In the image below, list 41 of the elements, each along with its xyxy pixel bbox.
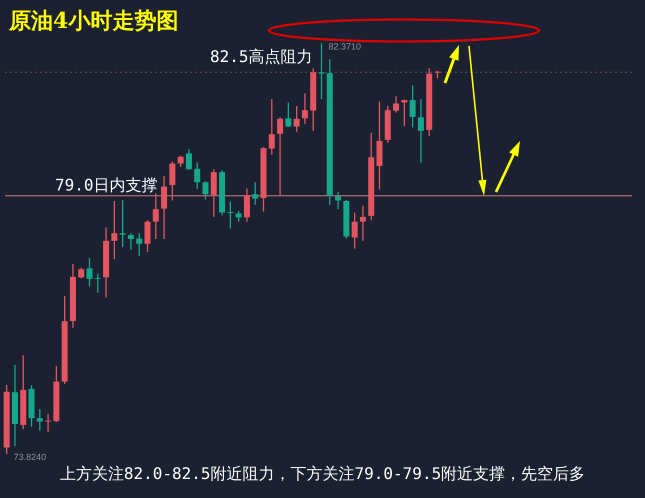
candlestick	[302, 92, 308, 125]
candlestick	[169, 160, 176, 202]
text: 上方关注82.0-82.5附近阻力，下方关注79.0-79.5附近支撑，先空后多	[60, 464, 586, 483]
candlestick	[86, 258, 93, 288]
candlestick	[202, 180, 209, 200]
candlestick	[335, 191, 342, 210]
candlestick	[144, 220, 151, 253]
candlestick	[352, 212, 358, 250]
candlestick	[268, 98, 275, 156]
candlestick	[401, 98, 408, 127]
candlestick	[178, 155, 184, 168]
candlestick	[186, 148, 192, 170]
annotation: 82.5高点阻力	[210, 47, 313, 66]
candlestick	[318, 42, 324, 100]
candlestick	[94, 272, 101, 294]
candlestick	[128, 232, 134, 251]
candlestick	[227, 200, 234, 230]
candlestick	[120, 199, 126, 248]
candlestick	[285, 102, 292, 128]
candlestick	[36, 408, 43, 432]
ref-line-label: 79.0日内支撑	[55, 176, 158, 195]
candlestick	[78, 267, 84, 280]
candlestick	[410, 84, 416, 128]
candlestick	[152, 192, 159, 240]
candlestick	[210, 168, 217, 218]
annotation: 82.3710	[328, 41, 362, 52]
candlestick	[418, 98, 424, 164]
candlestick	[252, 182, 258, 206]
candlestick	[194, 162, 200, 190]
candlestick	[294, 105, 300, 132]
candlestick	[111, 200, 118, 260]
candlestick	[393, 96, 400, 114]
candlestick	[161, 175, 168, 240]
chart-title: 原油4小时走势图	[8, 8, 178, 34]
candlestick	[236, 210, 242, 222]
candlestick	[136, 232, 142, 256]
candlestick	[244, 188, 250, 222]
candlestick	[45, 413, 52, 433]
candlestick	[277, 116, 284, 196]
annotation: 73.8240	[14, 452, 46, 462]
candlestick	[360, 205, 366, 242]
